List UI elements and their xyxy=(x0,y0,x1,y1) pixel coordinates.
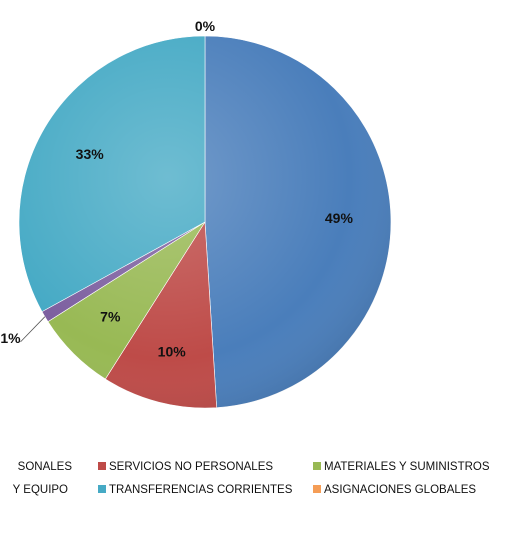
legend-swatch-asignaciones-globales xyxy=(313,485,321,493)
legend-swatch-materiales-y-suministros xyxy=(313,462,321,470)
legend-item-maquinaria-y-equipo: Y EQUIPO xyxy=(13,484,68,496)
data-labels: 49% 10% 7% 1% 33% 0% xyxy=(0,18,353,360)
legend-label-asignaciones-globales: ASIGNACIONES GLOBALES xyxy=(324,484,476,496)
legend: SONALES SERVICIOS NO PERSONALES MATERIALES… xyxy=(13,461,490,496)
legend-label-maquinaria-y-equipo: Y EQUIPO xyxy=(13,484,68,496)
legend-swatch-transferencias-corrientes xyxy=(98,485,106,493)
legend-label-transferencias-corrientes: TRANSFERENCIAS CORRIENTES xyxy=(109,484,293,496)
data-label-materiales-y-suministros: 7% xyxy=(100,309,121,325)
legend-item-servicios-no-personales: SERVICIOS NO PERSONALES xyxy=(98,461,273,473)
legend-label-materiales-y-suministros: MATERIALES Y SUMINISTROS xyxy=(324,461,490,473)
legend-label-servicios-no-personales: SERVICIOS NO PERSONALES xyxy=(109,461,273,473)
legend-label-servicios-personales: SONALES xyxy=(18,461,73,473)
legend-item-asignaciones-globales: ASIGNACIONES GLOBALES xyxy=(313,484,476,496)
data-label-maquinaria-y-equipo: 1% xyxy=(0,330,21,346)
data-label-servicios-personales: 49% xyxy=(325,210,354,226)
data-label-asignaciones-globales: 0% xyxy=(195,18,216,34)
data-label-transferencias-corrientes: 33% xyxy=(76,146,105,162)
pie-slice-servicios-personales xyxy=(204,35,392,408)
legend-item-materiales-y-suministros: MATERIALES Y SUMINISTROS xyxy=(313,461,490,473)
data-label-servicios-no-personales: 10% xyxy=(158,344,187,360)
legend-item-servicios-personales: SONALES xyxy=(18,461,73,473)
legend-item-transferencias-corrientes: TRANSFERENCIAS CORRIENTES xyxy=(98,484,293,496)
leader-lines xyxy=(20,316,46,343)
leader-line-maquinaria-y-equipo xyxy=(20,316,46,343)
legend-swatch-servicios-no-personales xyxy=(98,462,106,470)
